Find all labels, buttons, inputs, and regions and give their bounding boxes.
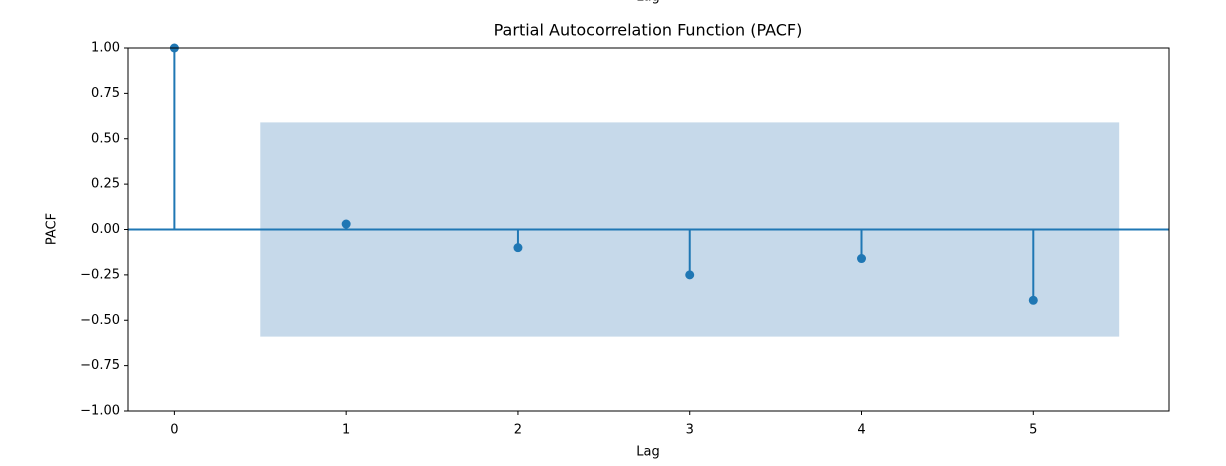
top-cut-label: Lag bbox=[636, 0, 659, 5]
chart-title: Partial Autocorrelation Function (PACF) bbox=[494, 21, 803, 40]
x-tick-label: 2 bbox=[514, 423, 522, 438]
y-tick-label: −0.25 bbox=[80, 267, 120, 282]
y-tick-label: −0.75 bbox=[80, 358, 120, 373]
stem-marker bbox=[857, 254, 867, 264]
plot-frame bbox=[127, 47, 1170, 412]
y-tick-label: 0.00 bbox=[91, 222, 120, 237]
stem-marker bbox=[1028, 295, 1038, 305]
x-tick-label: 1 bbox=[342, 423, 350, 438]
x-tick-label: 0 bbox=[170, 423, 178, 438]
y-tick-label: 1.00 bbox=[91, 41, 120, 56]
y-tick-label: 0.75 bbox=[91, 86, 120, 101]
x-axis-label: Lag bbox=[636, 445, 659, 460]
x-tick-label: 5 bbox=[1029, 423, 1037, 438]
x-tick-label: 3 bbox=[686, 423, 694, 438]
stem-marker bbox=[513, 243, 523, 253]
y-tick-label: −0.50 bbox=[80, 313, 120, 328]
y-tick-label: 0.50 bbox=[91, 131, 120, 146]
y-tick-label: −1.00 bbox=[80, 404, 120, 419]
x-tick-label: 4 bbox=[857, 423, 865, 438]
stem-marker bbox=[341, 219, 351, 229]
y-tick-label: 0.25 bbox=[91, 177, 120, 192]
y-axis-label: PACF bbox=[45, 213, 60, 245]
stem-marker bbox=[685, 270, 695, 280]
